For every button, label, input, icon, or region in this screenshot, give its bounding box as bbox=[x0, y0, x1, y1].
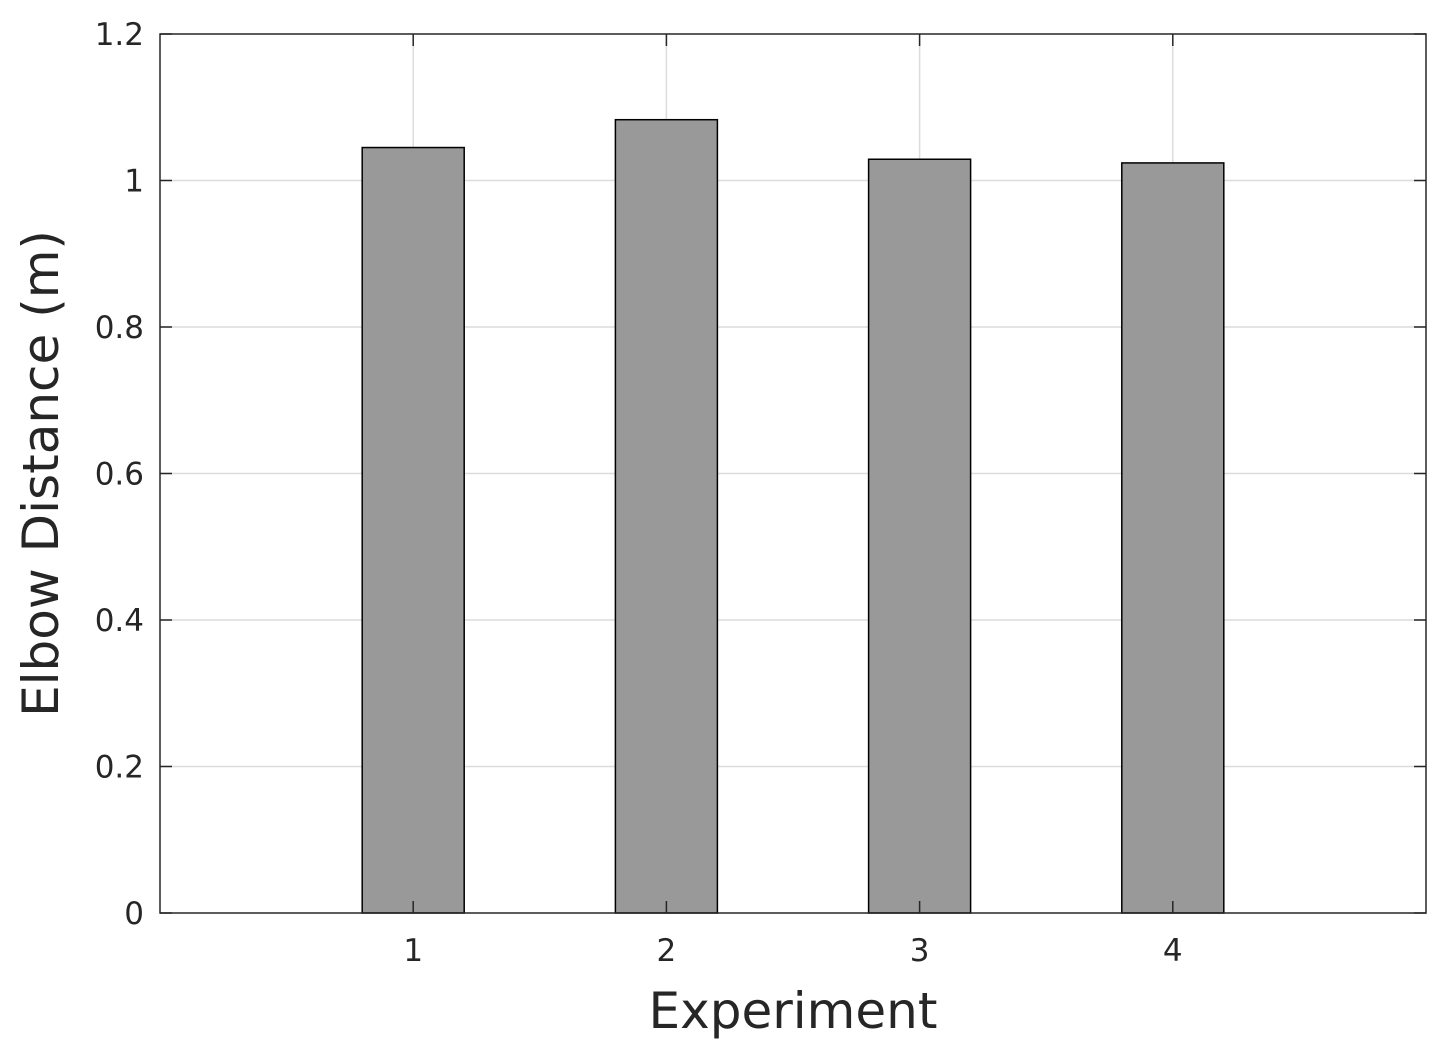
grid-lines bbox=[160, 34, 1426, 913]
y-tick-label: 0.6 bbox=[95, 457, 144, 493]
tick-marks bbox=[160, 33, 1426, 914]
x-axis-label: Experiment bbox=[649, 982, 938, 1040]
y-tick-label: 0 bbox=[124, 896, 144, 932]
x-tick-label: 1 bbox=[403, 933, 423, 969]
x-tick-label: 2 bbox=[657, 933, 677, 969]
y-tick-label: 0.8 bbox=[95, 310, 144, 346]
y-tick-label: 1.2 bbox=[95, 17, 144, 53]
x-tick-label: 3 bbox=[910, 933, 930, 969]
y-tick-label: 1 bbox=[124, 164, 144, 200]
bar-experiment-3 bbox=[867, 158, 972, 914]
x-axis-tick-labels: 1 2 3 4 bbox=[403, 933, 1182, 969]
bar-experiment-4 bbox=[1121, 162, 1225, 914]
y-tick-label: 0.2 bbox=[95, 750, 144, 786]
y-axis-tick-labels: 0 0.2 0.4 0.6 0.8 1 1.2 bbox=[95, 17, 144, 932]
y-axis-label: Elbow Distance (m) bbox=[12, 230, 70, 717]
bar-experiment-2 bbox=[614, 118, 719, 914]
y-tick-label: 0.4 bbox=[95, 603, 144, 639]
bar-experiment-1 bbox=[361, 146, 465, 914]
bars bbox=[361, 118, 1225, 914]
x-tick-label: 4 bbox=[1163, 933, 1183, 969]
